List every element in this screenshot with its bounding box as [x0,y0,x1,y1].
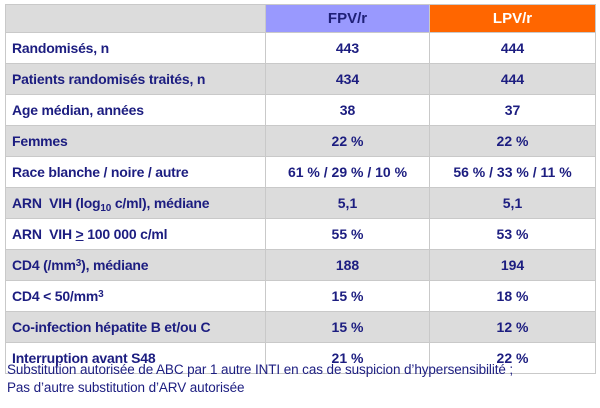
row-label: Age médian, années [5,94,266,126]
column-header-lpv: LPV/r [429,4,596,33]
fpv-value-cell: 15 % [265,280,430,312]
fpv-value-cell: 55 % [265,218,430,250]
lpv-value-cell: 444 [429,32,596,64]
lpv-value-cell: 194 [429,249,596,281]
row-label: Race blanche / noire / autre [5,156,266,188]
row-label: ARN VIH (log10 c/ml), médiane [5,187,266,219]
column-header-fpv: FPV/r [265,4,430,33]
fpv-value-cell: 5,1 [265,187,430,219]
footnote: Substitution autorisée de ABC par 1 autr… [7,361,599,397]
lpv-value-cell: 37 [429,94,596,126]
row-label: Interruption avant S48 [5,342,266,374]
fpv-value-cell: 15 % [265,311,430,343]
lpv-value-cell: 18 % [429,280,596,312]
row-label: ARN VIH > 100 000 c/ml [5,218,266,250]
header-row: FPV/r LPV/r [5,4,596,33]
table-row: CD4 < 50/mm3 15 % 18 % [5,280,596,312]
table-row: Co-infection hépatite B et/ou C 15 % 12 … [5,311,596,343]
table-row: CD4 (/mm3), médiane 188 194 [5,249,596,281]
lpv-value-cell: 56 % / 33 % / 11 % [429,156,596,188]
row-label: Co-infection hépatite B et/ou C [5,311,266,343]
table-row: ARN VIH (log10 c/ml), médiane 5,1 5,1 [5,187,596,219]
table-row: Femmes 22 % 22 % [5,125,596,157]
lpv-value-cell: 12 % [429,311,596,343]
fpv-value-cell: 443 [265,32,430,64]
table-row: Age médian, années 38 37 [5,94,596,126]
table-row: Race blanche / noire / autre 61 % / 29 %… [5,156,596,188]
footnote-line-2: Pas d’autre substitution d’ARV autorisée [7,379,245,395]
table-row: ARN VIH > 100 000 c/ml 55 % 53 % [5,218,596,250]
fpv-value-cell: 61 % / 29 % / 10 % [265,156,430,188]
row-label: CD4 (/mm3), médiane [5,249,266,281]
lpv-value-cell: 22 % [429,342,596,374]
table-row: Interruption avant S48 21 % 22 % [5,342,596,374]
fpv-value-cell: 38 [265,94,430,126]
lpv-value-cell: 444 [429,63,596,95]
row-label: CD4 < 50/mm3 [5,280,266,312]
table-row: Patients randomisés traités, n 434 444 [5,63,596,95]
row-label: Randomisés, n [5,32,266,64]
fpv-value-cell: 22 % [265,125,430,157]
table-row: Randomisés, n 443 444 [5,32,596,64]
lpv-value-cell: 5,1 [429,187,596,219]
row-label: Patients randomisés traités, n [5,63,266,95]
fpv-value-cell: 188 [265,249,430,281]
footnote-line-1: Substitution autorisée de ABC par 1 autr… [7,362,514,377]
baseline-characteristics-table: FPV/r LPV/r Randomisés, n 443 444 Patien… [5,4,596,374]
lpv-value-cell: 53 % [429,218,596,250]
corner-cell [5,4,266,33]
row-label: Femmes [5,125,266,157]
fpv-value-cell: 434 [265,63,430,95]
lpv-value-cell: 22 % [429,125,596,157]
